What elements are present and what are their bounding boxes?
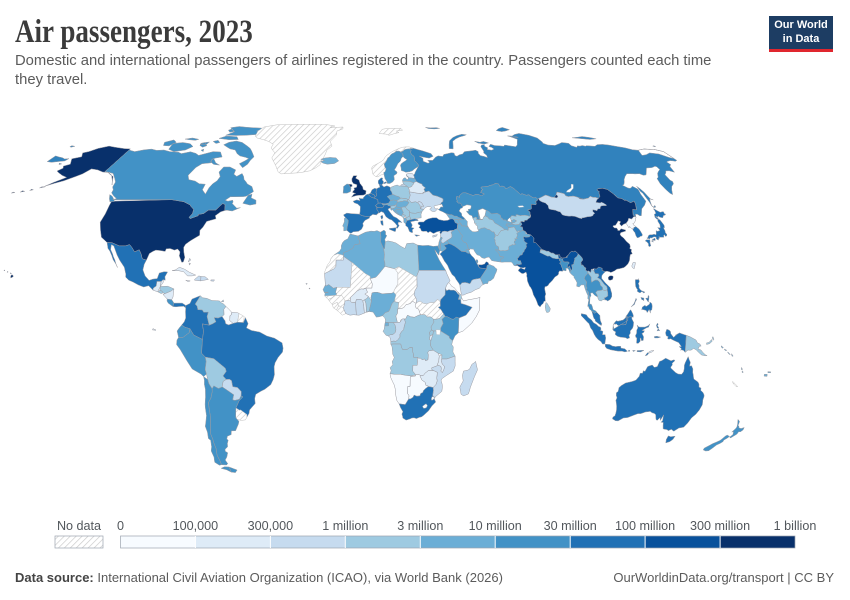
svg-text:300,000: 300,000: [248, 519, 294, 533]
svg-text:10 million: 10 million: [469, 519, 522, 533]
svg-text:0: 0: [117, 519, 124, 533]
svg-text:3 million: 3 million: [397, 519, 443, 533]
svg-text:30 million: 30 million: [544, 519, 597, 533]
svg-text:100,000: 100,000: [173, 519, 219, 533]
svg-text:100 million: 100 million: [615, 519, 675, 533]
svg-text:1 million: 1 million: [322, 519, 368, 533]
svg-text:300 million: 300 million: [690, 519, 750, 533]
svg-text:No data: No data: [57, 519, 101, 533]
svg-text:1 billion: 1 billion: [774, 519, 817, 533]
